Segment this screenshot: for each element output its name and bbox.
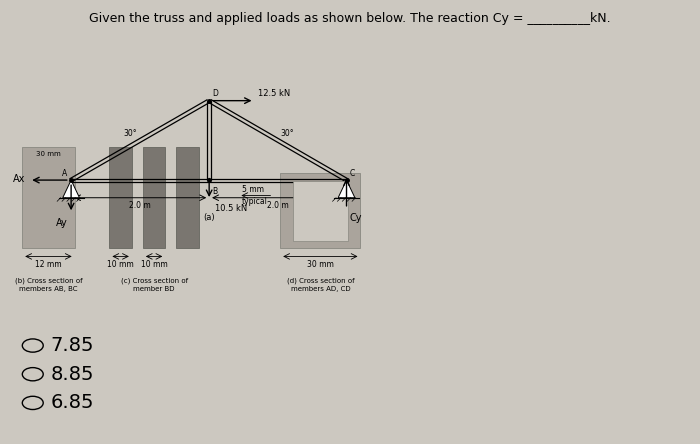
Text: Ax: Ax [13,174,26,184]
Text: B: B [213,187,218,196]
Text: 12.5 kN: 12.5 kN [258,89,290,99]
Text: C: C [350,169,355,178]
Text: 2.0 m: 2.0 m [130,201,151,210]
Text: 6.85: 6.85 [50,393,94,412]
Text: (a): (a) [203,213,215,222]
Bar [22,147,75,249]
Text: 5 mm
typical: 5 mm typical [242,186,268,206]
Text: (b) Cross section of
members AB, BC: (b) Cross section of members AB, BC [15,277,83,292]
Text: (c) Cross section of
member BD: (c) Cross section of member BD [120,277,188,292]
Text: 10 mm: 10 mm [141,259,167,269]
Text: 30 mm: 30 mm [36,151,61,158]
Bar [293,182,348,241]
Text: D: D [213,88,218,98]
Text: 30 mm: 30 mm [307,259,334,269]
Text: 7.85: 7.85 [50,336,94,355]
Bar [280,174,360,249]
Text: 10 mm: 10 mm [107,259,134,269]
Text: Cy: Cy [350,213,363,223]
Bar [109,147,132,249]
Text: Ay: Ay [56,218,68,228]
Polygon shape [63,180,80,198]
Text: 12 mm: 12 mm [35,259,62,269]
Text: (d) Cross section of
members AD, CD: (d) Cross section of members AD, CD [286,277,354,292]
Text: 8.85: 8.85 [50,365,94,384]
Text: Given the truss and applied loads as shown below. The reaction Cy = __________kN: Given the truss and applied loads as sho… [89,12,611,25]
Text: 10.5 kN: 10.5 kN [215,204,247,214]
Text: A: A [62,169,68,178]
Bar [143,147,165,249]
Text: 2.0 m: 2.0 m [267,201,288,210]
Text: 30°: 30° [281,129,294,138]
Text: 30°: 30° [123,129,137,138]
Polygon shape [338,180,355,198]
Bar [176,147,199,249]
